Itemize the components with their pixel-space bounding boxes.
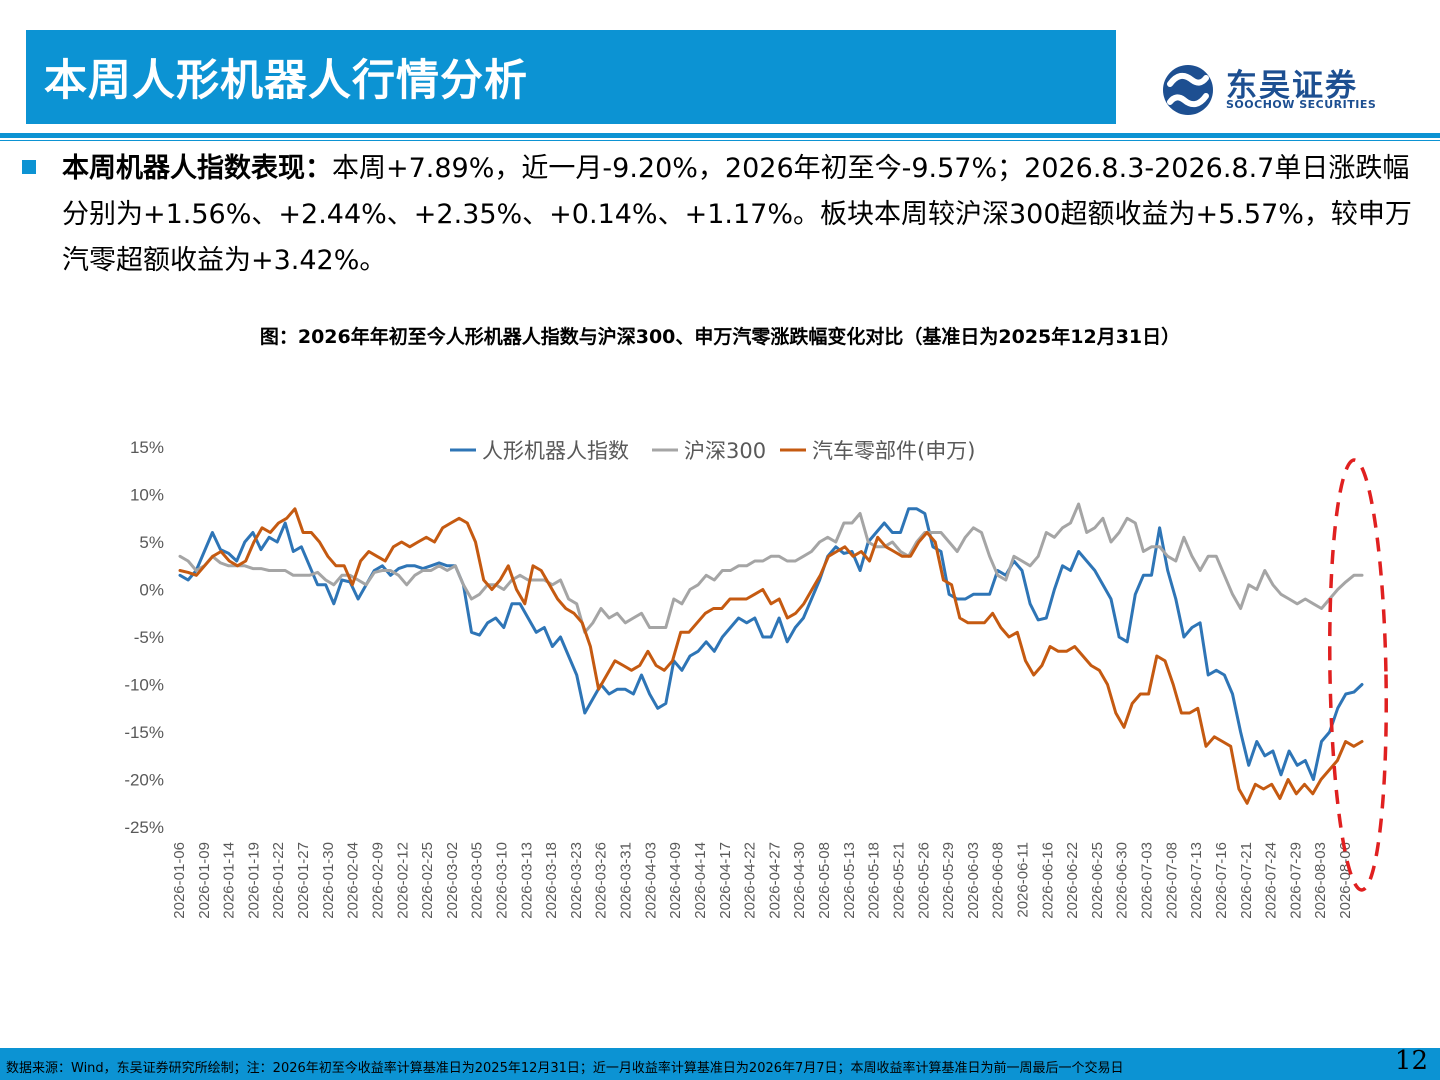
y-tick-label: -5%	[134, 628, 164, 647]
x-tick-label: 2026-05-29	[940, 842, 957, 919]
plot-area	[178, 502, 1364, 805]
x-tick-label: 2026-01-19	[245, 842, 262, 919]
title-bar: 本周人形机器人行情分析	[26, 30, 1116, 124]
x-tick-label: 2026-05-13	[841, 842, 858, 919]
x-tick-label: 2026-03-02	[444, 842, 461, 919]
y-tick-label: 5%	[139, 533, 164, 552]
y-tick-label: 15%	[130, 438, 164, 457]
x-tick-label: 2026-03-18	[543, 842, 560, 919]
y-axis: 15% 10% 5% 0% -5% -10% -15% -20% -25%	[124, 438, 164, 837]
x-tick-label: 2026-01-06	[171, 842, 188, 919]
x-tick-label: 2026-07-08	[1163, 842, 1180, 919]
x-tick-label: 2026-07-29	[1287, 842, 1304, 919]
y-tick-label: -25%	[124, 818, 164, 837]
logo-name-en: SOOCHOW SECURITIES	[1226, 98, 1377, 111]
x-tick-label: 2026-04-17	[717, 842, 734, 919]
legend-label: 汽车零部件(申万)	[812, 439, 975, 463]
y-tick-label: -15%	[124, 723, 164, 742]
x-tick-label: 2026-03-05	[469, 842, 486, 919]
summary-paragraph: 本周机器人指数表现：本周+7.89%，近一月-9.20%，2026年初至今-9.…	[62, 146, 1422, 284]
y-tick-label: -10%	[124, 676, 164, 695]
footer-bar	[0, 1048, 1440, 1080]
series-line	[178, 507, 1364, 781]
y-tick-label: 0%	[139, 581, 164, 600]
x-tick-label: 2026-07-24	[1263, 842, 1280, 919]
x-tick-label: 2026-02-09	[369, 842, 386, 919]
x-tick-label: 2026-03-31	[618, 842, 635, 919]
header-rule-thin	[0, 140, 1440, 141]
x-tick-label: 2026-01-09	[196, 842, 213, 919]
x-axis: 2026-01-06 2026-01-09 2026-01-14 2026-01-19…	[171, 842, 1354, 919]
legend-label: 沪深300	[684, 439, 766, 463]
x-tick-label: 2026-06-11	[1014, 842, 1031, 918]
logo-mark-icon	[1163, 65, 1213, 115]
x-tick-label: 2026-07-03	[1139, 842, 1156, 919]
x-tick-label: 2026-07-13	[1188, 842, 1205, 919]
line-chart: 人形机器人指数 沪深300 汽车零部件(申万) 15% 10% 5% 0% -5% -10% -…	[124, 438, 1388, 919]
x-tick-label: 2026-07-16	[1213, 842, 1230, 919]
x-tick-label: 2026-01-14	[221, 842, 238, 919]
y-tick-label: 10%	[130, 486, 164, 505]
summary-text: 本周+7.89%，近一月-9.20%，2026年初至今-9.57%；2026.8…	[62, 153, 1412, 276]
x-tick-label: 2026-03-10	[494, 842, 511, 919]
page-number: 12	[1394, 1046, 1428, 1076]
logo: 东吴证券 SOOCHOW SECURITIES	[1160, 62, 1420, 118]
x-tick-label: 2026-08-03	[1312, 842, 1329, 919]
x-tick-label: 2026-04-22	[742, 842, 759, 919]
x-tick-label: 2026-02-04	[345, 842, 362, 919]
chart-caption: 图：2026年年初至今人形机器人指数与沪深300、申万汽零涨跌幅变化对比（基准日…	[259, 326, 1181, 348]
x-tick-label: 2026-04-09	[667, 842, 684, 919]
x-tick-label: 2026-04-27	[766, 842, 783, 919]
highlight-ellipse	[1328, 458, 1388, 892]
y-tick-label: -20%	[124, 771, 164, 790]
series-line	[178, 507, 1364, 805]
x-tick-label: 2026-03-13	[518, 842, 535, 919]
logo-name: 东吴证券	[1226, 68, 1358, 104]
footer-note: 数据来源：Wind，东吴证券研究所绘制；注：2026年初至今收益率计算基准日为2…	[6, 1061, 1124, 1076]
legend-label: 人形机器人指数	[482, 439, 629, 463]
x-tick-label: 2026-06-30	[1114, 842, 1131, 919]
x-tick-label: 2026-01-30	[320, 842, 337, 919]
x-tick-label: 2026-01-27	[295, 842, 312, 919]
x-tick-label: 2026-05-18	[866, 842, 883, 919]
page-title: 本周人形机器人行情分析	[44, 56, 528, 106]
x-tick-label: 2026-02-12	[394, 842, 411, 919]
x-tick-label: 2026-06-22	[1064, 842, 1081, 919]
x-tick-label: 2026-06-16	[1039, 842, 1056, 919]
x-tick-label: 2026-03-26	[593, 842, 610, 919]
series-line	[178, 502, 1364, 634]
x-tick-label: 2026-06-08	[990, 842, 1007, 919]
x-tick-label: 2026-04-30	[791, 842, 808, 919]
x-tick-label: 2026-01-22	[270, 842, 287, 919]
x-tick-label: 2026-08-06	[1337, 842, 1354, 919]
x-tick-label: 2026-04-03	[642, 842, 659, 919]
chart-legend: 人形机器人指数 沪深300 汽车零部件(申万)	[450, 439, 975, 463]
header-rule	[0, 133, 1440, 138]
x-tick-label: 2026-07-21	[1238, 842, 1255, 919]
x-tick-label: 2026-06-25	[1089, 842, 1106, 919]
x-tick-label: 2026-03-23	[568, 842, 585, 919]
x-tick-label: 2026-05-26	[915, 842, 932, 919]
x-tick-label: 2026-05-21	[890, 842, 907, 919]
x-tick-label: 2026-06-03	[965, 842, 982, 919]
x-tick-label: 2026-02-25	[419, 842, 436, 919]
x-tick-label: 2026-04-14	[692, 842, 709, 919]
summary-label: 本周机器人指数表现：	[62, 153, 332, 184]
x-tick-label: 2026-05-08	[816, 842, 833, 919]
bullet-square-icon	[22, 160, 36, 174]
